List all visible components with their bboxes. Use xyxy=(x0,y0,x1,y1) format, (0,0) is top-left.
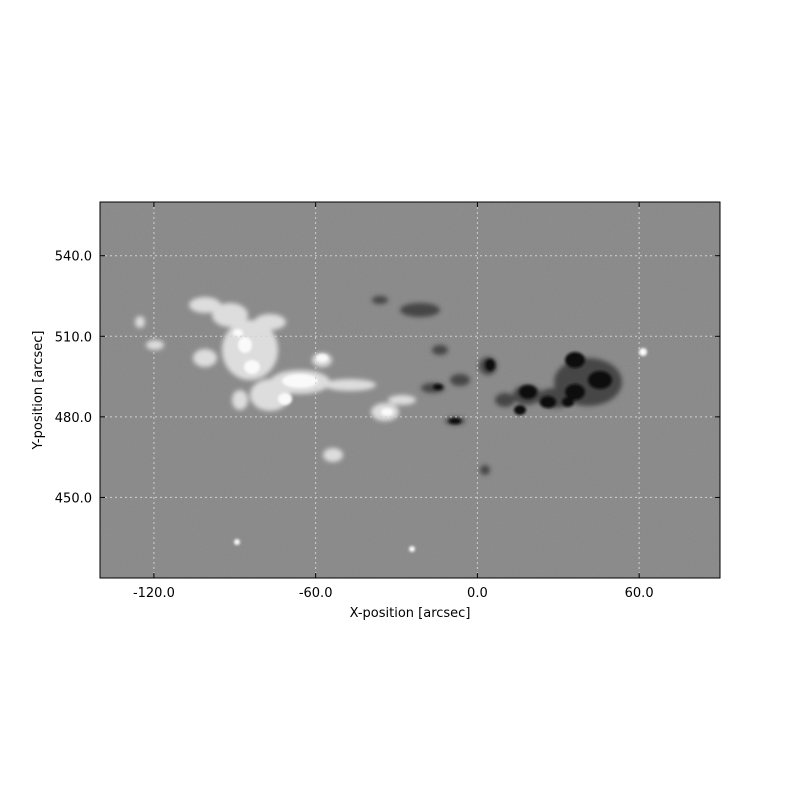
x-axis-ticks: -120.0 -60.0 0.0 60.0 xyxy=(133,202,654,601)
magnetogram-image xyxy=(100,202,720,578)
y-tick-label: 510.0 xyxy=(55,330,92,345)
y-tick-label: 480.0 xyxy=(55,411,92,426)
x-tick-label: 0.0 xyxy=(467,586,488,601)
y-tick-label: 540.0 xyxy=(55,250,92,265)
y-axis-label: Y-position [arcsec] xyxy=(31,331,46,451)
x-tick-label: 60.0 xyxy=(625,586,654,601)
x-axis-label: X-position [arcsec] xyxy=(350,606,471,621)
positive-polarity-region xyxy=(135,297,416,462)
axes-frame xyxy=(99,201,721,579)
x-tick-label: -120.0 xyxy=(133,586,175,601)
x-tick-label: -60.0 xyxy=(299,586,333,601)
grid-lines xyxy=(100,202,720,578)
image-noise xyxy=(100,202,720,578)
negative-polarity-cores xyxy=(433,352,612,424)
y-tick-label: 450.0 xyxy=(55,491,92,506)
positive-polarity-cores xyxy=(233,329,647,552)
y-axis-ticks: 540.0 510.0 480.0 450.0 xyxy=(55,250,720,506)
